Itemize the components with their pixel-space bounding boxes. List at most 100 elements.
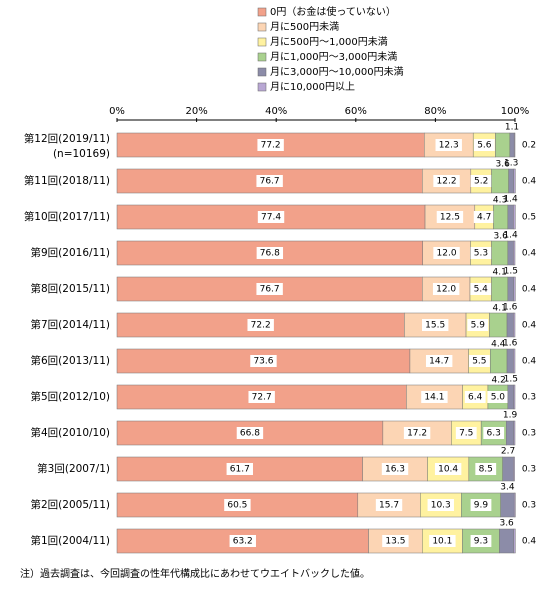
value-label: 12.0: [436, 285, 456, 295]
value-label: 0.2: [522, 141, 536, 151]
label-box: [433, 247, 460, 259]
value-label: 72.7: [252, 393, 272, 403]
x-tick-label: 60%: [345, 106, 367, 117]
value-label: 0.4: [522, 537, 537, 547]
x-tick-label: 20%: [185, 106, 207, 117]
legend-label: 月に500円未満: [270, 21, 339, 33]
bar-segment: [490, 348, 508, 374]
value-label: 15.7: [379, 501, 399, 511]
category-label: 第3回(2007/1): [37, 462, 110, 475]
category-label: 第2回(2005/11): [31, 498, 111, 511]
value-label: 16.3: [385, 465, 405, 475]
bar-segment: [513, 384, 516, 410]
value-label: 2.7: [501, 447, 515, 457]
value-label: 6.4: [468, 393, 483, 403]
value-label: 17.2: [407, 429, 427, 439]
category-label: 第6回(2013/11): [31, 354, 111, 367]
label-box: [257, 139, 284, 151]
bar-segment: [509, 132, 515, 158]
category-label: 第1回(2004/11): [31, 534, 111, 547]
bar-segment: [506, 348, 514, 374]
label-box: [381, 463, 409, 475]
value-label: 10.1: [432, 537, 452, 547]
value-label: 0.3: [522, 429, 536, 439]
value-label: 5.6: [477, 141, 492, 151]
value-label: 12.3: [439, 141, 459, 151]
value-label: 1.5: [504, 375, 518, 385]
bar-segment: [491, 276, 509, 302]
bar-segment: [508, 168, 515, 194]
bar-segment: [513, 204, 516, 230]
x-tick-label: 40%: [265, 106, 287, 117]
label-box: [257, 211, 285, 223]
category-label: 第9回(2016/11): [31, 246, 111, 259]
bar-segment: [491, 240, 509, 266]
label-box: [224, 499, 251, 511]
label-box: [250, 355, 277, 367]
value-label: 76.7: [260, 285, 280, 295]
bar-segment: [489, 312, 508, 338]
bar-segment: [513, 528, 516, 554]
value-label: 63.2: [233, 537, 253, 547]
label-box: [470, 499, 492, 511]
value-label: 4.7: [477, 213, 491, 223]
value-label: 9.9: [474, 501, 489, 511]
value-label: 15.5: [425, 321, 445, 331]
bar-segment: [513, 276, 516, 302]
value-label: 1.5: [504, 267, 518, 277]
label-box: [435, 139, 462, 151]
value-label: 77.2: [261, 141, 281, 151]
value-label: 5.5: [472, 357, 486, 367]
label-box: [434, 463, 462, 475]
value-label: 5.9: [471, 321, 486, 331]
value-label: 10.3: [431, 501, 451, 511]
bar-segment: [513, 420, 516, 446]
value-label: 0.4: [522, 321, 537, 331]
label-box: [256, 247, 284, 259]
label-box: [247, 319, 274, 331]
bar-segment: [500, 492, 515, 518]
value-label: 0.4: [522, 357, 537, 367]
category-label: 第11回(2018/11): [24, 174, 110, 187]
label-box: [427, 499, 454, 511]
label-box: [226, 463, 253, 475]
label-box: [436, 211, 464, 223]
legend-swatch: [257, 37, 267, 47]
legend-label: 月に500円～1,000円未満: [270, 36, 388, 48]
value-label: 5.0: [491, 393, 506, 403]
value-label: 5.4: [474, 285, 489, 295]
bar-segment: [513, 168, 516, 194]
value-label: 4.3: [493, 196, 507, 206]
value-label: 72.2: [251, 321, 271, 331]
value-label: 12.5: [440, 213, 460, 223]
legend-swatch: [257, 67, 267, 77]
value-label: 0.3: [522, 501, 536, 511]
bar-segment: [513, 348, 516, 374]
value-label: 12.0: [437, 249, 457, 259]
bar-segment: [513, 312, 516, 338]
value-label: 66.8: [240, 429, 260, 439]
value-label: 8.5: [479, 465, 493, 475]
category-label: 第7回(2014/11): [31, 318, 111, 331]
value-label: 1.1: [505, 123, 519, 133]
legend-swatch: [257, 52, 267, 62]
label-box: [468, 355, 490, 367]
value-label: 14.1: [424, 393, 444, 403]
value-label: 12.2: [437, 177, 457, 187]
value-label: 3.6: [494, 232, 509, 242]
bar-segment: [507, 384, 515, 410]
value-label: 0.4: [522, 177, 537, 187]
bar-segment: [505, 420, 515, 446]
label-box: [467, 319, 489, 331]
value-label: 0.3: [522, 465, 536, 475]
label-box: [432, 283, 460, 295]
label-box: [256, 175, 283, 187]
value-label: 1.3: [504, 159, 518, 169]
value-label: 5.2: [474, 177, 488, 187]
legend-label: 月に1,000円～3,000円未満: [270, 51, 397, 63]
label-box: [229, 535, 256, 547]
value-label: 1.6: [503, 339, 518, 349]
label-box: [470, 283, 492, 295]
x-tick-label: 0%: [109, 106, 125, 117]
